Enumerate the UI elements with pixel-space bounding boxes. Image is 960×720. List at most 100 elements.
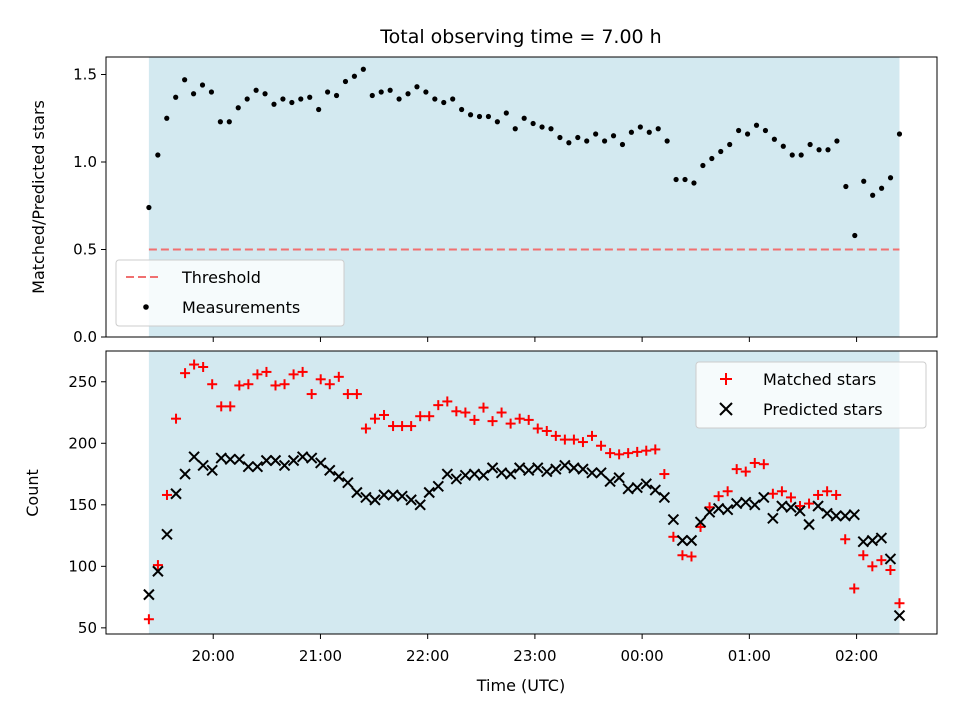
predicted-star-point [251,460,264,473]
measurement-point [602,138,608,144]
predicted-star-point [785,501,797,513]
matched-star-point [333,371,344,382]
measurement-point [655,126,661,132]
measurement-point [164,115,170,121]
matched-star-point [451,406,462,417]
predicted-star-point [758,491,770,504]
measurement-point [378,89,384,95]
measurement-point [253,87,259,93]
matched-star-point [433,400,444,411]
matched-star-point [605,448,616,459]
bottom-legend-matched-label: Matched stars [763,370,876,389]
bottom-panel-y-label: Count [23,469,42,517]
matched-star-point [587,430,598,441]
measurement-point [396,96,402,102]
bottom-panel-frame [105,350,938,635]
matched-star-point [794,501,805,512]
matched-star-point [822,486,833,497]
bottom-panel-legend: Matched stars Predicted stars [695,361,927,429]
measurement-point [691,180,697,186]
matched-star-point [216,401,227,412]
predicted-star-point [513,462,526,474]
bottom-legend-predicted-swatch [719,402,733,416]
predicted-star-point [369,494,381,506]
predicted-star-point [532,462,544,474]
matched-star-point [415,411,426,422]
measurement-point [476,113,483,120]
measurement-point [834,138,840,144]
matched-star-point [740,466,751,477]
bottom-panel-x-ticks: 20:00 21:00 22:00 23:00 00:00 01:00 02:00 [192,634,878,665]
measurement-point [798,152,804,158]
predicted-star-point [730,497,743,510]
matched-star-point [171,413,182,424]
matched-star-point [306,389,317,400]
matched-star-point [469,414,480,425]
matched-star-point [731,464,742,475]
matched-star-point [614,449,625,460]
matched-star-point [207,379,218,390]
matched-star-point [867,561,878,572]
measurement-point [441,99,447,106]
matched-star-point [532,423,543,434]
measurement-point [173,94,179,100]
matched-star-point [225,401,236,412]
measurement-point [262,91,268,97]
predicted-star-point [233,453,246,465]
matched-star-point [279,379,290,390]
predicted-star-point [333,470,345,483]
measurement-point [825,147,831,153]
predicted-star-point [432,480,444,493]
matched-star-point [876,555,887,566]
measurement-point [503,110,509,116]
measurement-point [887,175,894,181]
x-tick-label: 23:00 [513,647,556,665]
measurement-point [575,134,581,141]
predicted-star-point [315,457,327,469]
y-tick-label: 0.5 [73,241,97,259]
matched-star-point [315,374,326,385]
top-legend-measurements-label: Measurements [182,298,300,317]
measurement-point [316,106,322,113]
measurement-point [146,204,152,211]
predicted-star-point [776,500,788,512]
matched-star-point [596,440,607,451]
matched-star-point [143,614,154,625]
matched-star-point [523,414,534,425]
matched-star-point [894,598,905,609]
predicted-star-point [694,516,707,528]
measurement-point [325,89,331,95]
predicted-star-point [893,609,906,622]
matched-star-point [189,359,200,370]
predicted-star-point [884,553,897,565]
matched-star-point [369,413,380,424]
matched-star-point [541,425,552,436]
matched-star-point [713,491,724,502]
y-tick-label: 100 [68,557,97,575]
predicted-star-point [649,484,662,496]
matched-star-point [388,421,399,432]
top-panel: 0.0 0.5 1.0 1.5 Matched/Predicted stars Thr… [29,56,938,346]
measurement-point [593,131,599,137]
predicted-star-point [767,512,779,525]
measurement-point [709,155,715,162]
matched-star-point [813,489,824,500]
top-panel-marks [146,66,903,251]
predicted-star-point [640,478,652,490]
chart-title: Total observing time = 7.00 h [379,26,661,48]
measurement-point [780,143,786,149]
bottom-legend-predicted-label: Predicted stars [763,400,883,419]
measurement-point [521,115,527,121]
measurement-point [744,131,751,137]
measurement-point [289,99,295,106]
matched-star-point [659,469,670,480]
predicted-star-point [749,499,761,511]
bottom-panel-y-ticks: 50 100 150 200 250 [68,373,106,637]
predicted-star-point [721,504,734,516]
matched-star-point [297,366,308,377]
predicted-star-point [296,451,309,463]
predicted-star-point [179,468,191,480]
matched-star-point [632,446,643,457]
matched-star-point [496,407,507,418]
x-axis-label: Time (UTC) [476,676,565,695]
